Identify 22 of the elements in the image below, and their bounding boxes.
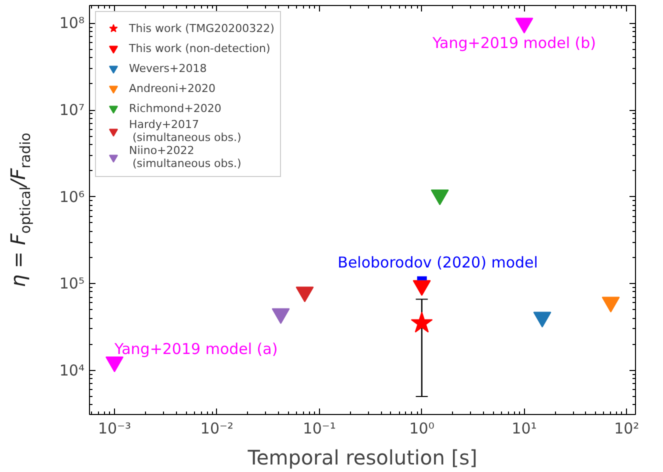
y-tick-label: 10⁴ bbox=[59, 361, 85, 380]
y-tick-label: 10⁷ bbox=[59, 101, 85, 119]
x-tick-label: 10⁻² bbox=[200, 420, 234, 438]
legend-label: This work (TMG20200322) bbox=[129, 21, 274, 35]
x-tick-label: 10² bbox=[614, 420, 640, 438]
x-tick-label: 10⁻¹ bbox=[302, 420, 336, 438]
annotation: Yang+2019 model (b) bbox=[431, 34, 596, 52]
legend-label: Hardy+2017 (simultaneous obs.) bbox=[129, 118, 242, 144]
y-tick-label: 10⁸ bbox=[59, 14, 85, 32]
x-tick-label: 10¹ bbox=[512, 420, 537, 438]
legend-label: Andreoni+2020 bbox=[129, 81, 216, 95]
annotation: Beloborodov (2020) model bbox=[338, 253, 538, 272]
y-tick-label: 10⁵ bbox=[59, 274, 85, 293]
legend-label: Richmond+2020 bbox=[129, 101, 222, 115]
legend-label: Niino+2022 (simultaneous obs.) bbox=[129, 144, 242, 170]
x-axis-title: Temporal resolution [s] bbox=[246, 446, 478, 470]
y-tick-label: 10⁶ bbox=[59, 188, 85, 206]
x-tick-label: 10⁰ bbox=[409, 420, 434, 438]
annotation: Yang+2019 model (a) bbox=[114, 340, 278, 358]
x-tick-label: 10⁻³ bbox=[98, 420, 132, 438]
legend-label: This work (non-detection) bbox=[129, 41, 270, 55]
legend-label: Wevers+2018 bbox=[129, 61, 207, 75]
